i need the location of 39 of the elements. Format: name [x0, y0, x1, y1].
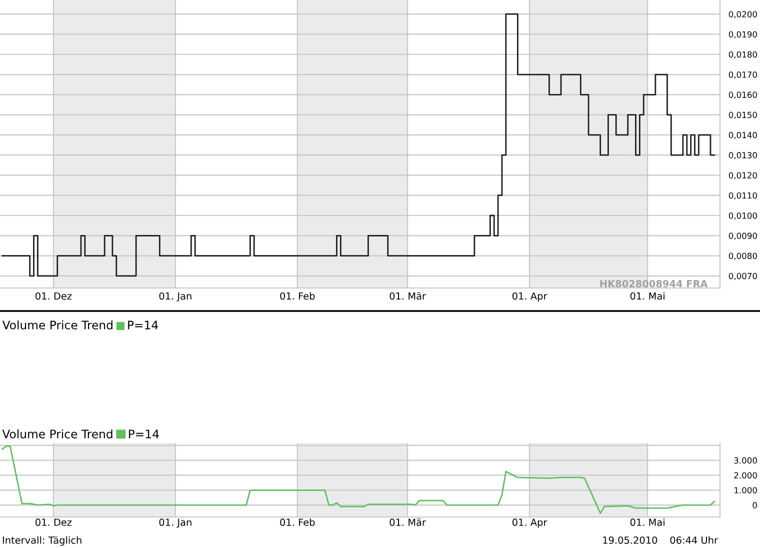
x-tick-label: 01. Apr	[512, 518, 548, 528]
y-tick-label: 0,0080	[728, 252, 757, 260]
x-tick-label: 01. Jan	[159, 292, 192, 302]
text: Intervall: Täglich	[2, 536, 82, 546]
x-tick-label: 01. Mai	[630, 518, 664, 526]
y-tick-label: 0,0190	[728, 31, 757, 38]
y-tick-label: 0,0130	[728, 152, 757, 160]
y-tick-label: 0,0200	[728, 11, 757, 18]
text: P=14	[128, 320, 158, 330]
y-tick-label: 3.000	[734, 457, 757, 464]
y-tick-label: 0,0070	[728, 272, 757, 280]
text: 06:44 Uhr	[670, 536, 718, 544]
x-tick-label: 01. Apr	[512, 292, 548, 302]
y-tick-label: 0,0100	[728, 212, 757, 220]
x-tick-label: 01. Dez	[36, 292, 72, 300]
y-tick-label: 2.000	[734, 472, 757, 479]
x-tick-label: 01. Mai	[630, 292, 664, 300]
y-tick-label: 0,0120	[728, 172, 757, 180]
y-tick-label: 0,0150	[728, 112, 757, 119]
y-tick-label: 0,0140	[728, 132, 757, 140]
x-tick-label: 01. Feb	[280, 518, 315, 526]
y-tick-label: 0,0160	[728, 92, 757, 99]
y-tick-label: 0	[752, 502, 757, 508]
chart-title: Volume Price Trend	[2, 429, 112, 438]
y-tick-label: 1.000	[734, 487, 757, 494]
line-series	[2, 445, 716, 514]
y-tick-label: 0,0170	[728, 72, 757, 79]
x-tick-label: 01. Mär	[390, 518, 426, 526]
y-tick-label: 0,0180	[728, 51, 757, 59]
x-tick-label: 01. Mär	[390, 292, 426, 300]
legend-label: P=14	[128, 430, 159, 438]
text: Volume Price Trend	[2, 320, 112, 330]
y-tick-label: 0,0110	[728, 192, 757, 200]
x-tick-label: 01. Dez	[36, 518, 72, 526]
x-tick-label: 01. Jan	[159, 518, 192, 528]
x-tick-label: 01. Feb	[280, 292, 315, 300]
y-tick-label: 0,0090	[728, 232, 757, 240]
annotation: HK8028008944 FRA	[600, 280, 708, 288]
text: 19.05.2010	[603, 536, 658, 544]
